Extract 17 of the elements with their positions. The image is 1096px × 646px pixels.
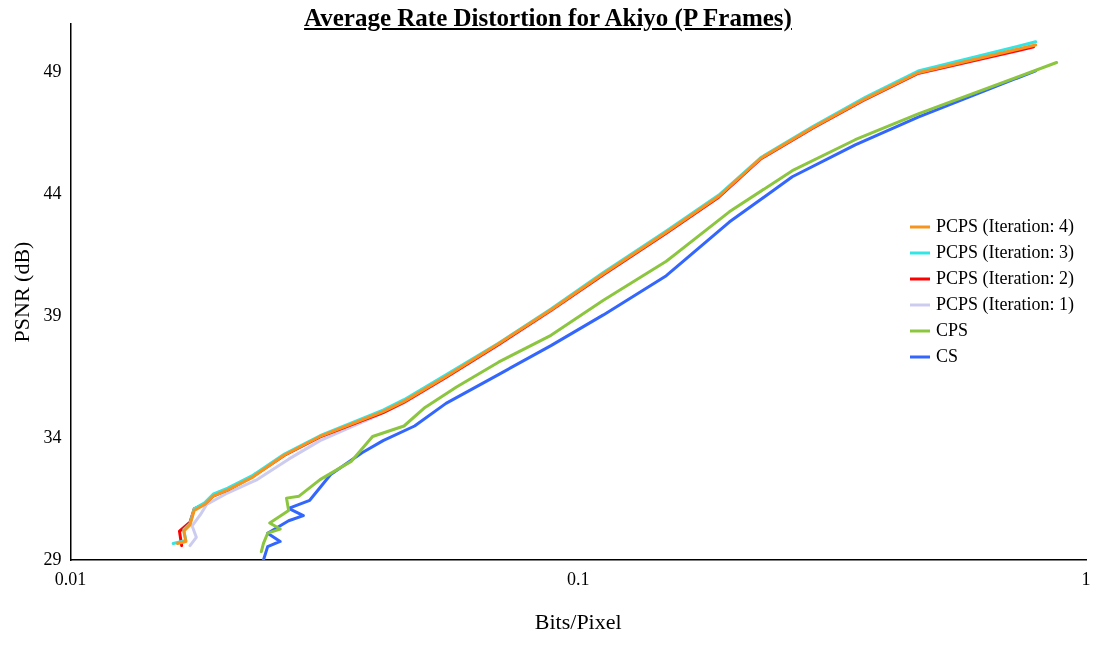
y-axis-title: PSNR (dB)	[8, 241, 34, 343]
legend-label: PCPS (Iteration: 4)	[936, 215, 1075, 237]
x-tick-label: 0.1	[566, 568, 590, 589]
chart-title: Average Rate Distortion for Akiyo (P Frames)	[303, 4, 793, 32]
legend-label: PCPS (Iteration: 1)	[936, 293, 1075, 315]
y-tick-label: 44	[43, 183, 62, 204]
y-tick-label: 49	[43, 61, 62, 82]
x-tick-label: 1	[1081, 568, 1091, 589]
x-axis-title: Bits/Pixel	[534, 608, 622, 634]
legend-label: CPS	[936, 319, 969, 340]
legend-label: PCPS (Iteration: 2)	[936, 267, 1075, 289]
y-tick-label: 29	[43, 548, 62, 569]
y-tick-label: 39	[43, 305, 62, 326]
legend-label: PCPS (Iteration: 3)	[936, 241, 1075, 263]
y-tick-label: 34	[43, 426, 62, 447]
x-tick-label: 0.01	[54, 568, 87, 589]
legend-label: CS	[936, 345, 959, 366]
